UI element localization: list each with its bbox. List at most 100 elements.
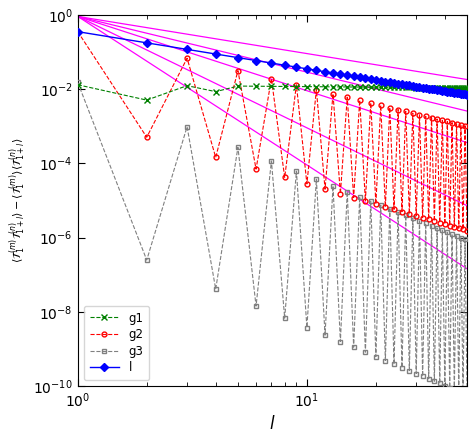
g1 [456, 85, 462, 91]
g2 [330, 91, 336, 96]
g2 [449, 120, 455, 125]
g1 [391, 84, 397, 90]
g1 [383, 84, 388, 90]
l [387, 80, 392, 85]
l [447, 89, 453, 95]
g2 [407, 211, 412, 216]
g2 [437, 220, 443, 225]
l [304, 66, 310, 71]
l [253, 58, 259, 63]
g2 [293, 82, 299, 88]
g1 [144, 98, 150, 103]
l [357, 75, 363, 80]
g3 [378, 202, 383, 208]
g2 [213, 155, 219, 160]
l [330, 70, 336, 76]
l [75, 29, 81, 34]
g1 [407, 85, 412, 90]
g1 [363, 84, 368, 90]
l [293, 65, 299, 70]
g2 [282, 175, 288, 180]
g3 [395, 209, 401, 215]
l [442, 88, 448, 94]
g2 [253, 166, 259, 172]
g2 [235, 68, 241, 73]
g3 [330, 183, 336, 188]
g3 [357, 194, 363, 199]
Line: l: l [75, 29, 470, 98]
l [313, 68, 319, 73]
g1 [439, 85, 445, 90]
g2 [391, 207, 397, 212]
g2 [357, 98, 363, 103]
g2 [383, 204, 388, 209]
g3 [445, 230, 450, 235]
g1 [373, 84, 379, 90]
g2 [387, 105, 392, 110]
g3 [269, 158, 274, 164]
l [373, 77, 379, 83]
g2 [445, 119, 450, 124]
g2 [399, 209, 405, 214]
g3 [456, 389, 462, 394]
l [378, 78, 383, 84]
l [337, 72, 343, 77]
g3 [460, 391, 466, 396]
g1 [420, 85, 426, 90]
g3 [458, 235, 464, 240]
g3 [184, 124, 190, 129]
g1 [413, 85, 419, 90]
l [449, 90, 455, 95]
g3 [439, 227, 445, 233]
g1 [445, 85, 450, 90]
g3 [282, 315, 288, 321]
Line: g3: g3 [75, 80, 469, 397]
g1 [75, 82, 81, 88]
g2 [322, 187, 328, 192]
g3 [213, 286, 219, 292]
g1 [253, 84, 259, 89]
Line: g2: g2 [75, 29, 469, 233]
g3 [420, 374, 426, 379]
X-axis label: $l$: $l$ [269, 415, 276, 433]
g1 [423, 85, 428, 90]
g2 [144, 135, 150, 140]
g2 [454, 121, 459, 126]
l [428, 86, 434, 92]
l [413, 84, 419, 89]
g2 [452, 224, 457, 230]
g3 [144, 257, 150, 263]
g3 [413, 371, 419, 376]
g3 [304, 325, 310, 330]
g1 [437, 85, 443, 90]
g3 [407, 368, 412, 373]
g1 [428, 85, 434, 90]
g3 [462, 237, 468, 242]
l [213, 51, 219, 57]
g3 [447, 385, 453, 390]
g3 [363, 349, 368, 355]
g1 [313, 84, 319, 89]
g3 [75, 80, 81, 85]
g3 [368, 198, 374, 204]
g1 [351, 84, 356, 90]
g3 [423, 221, 428, 226]
g2 [431, 219, 437, 224]
g2 [428, 115, 434, 120]
g2 [373, 202, 379, 207]
l [452, 90, 457, 95]
g3 [454, 233, 459, 238]
Y-axis label: $\langle \mathcal{T}_1^{(m)} \mathcal{T}_{1+l}^{(n)} \rangle - \langle \mathcal{: $\langle \mathcal{T}_1^{(m)} \mathcal{T}… [7, 138, 28, 263]
g3 [337, 339, 343, 344]
g3 [253, 304, 259, 309]
g1 [458, 85, 464, 91]
l [445, 89, 450, 94]
g2 [351, 195, 356, 200]
g1 [330, 84, 336, 89]
l [410, 83, 416, 88]
l [368, 77, 374, 82]
g1 [426, 85, 431, 90]
g1 [213, 89, 219, 94]
g1 [282, 84, 288, 89]
g2 [413, 213, 419, 219]
